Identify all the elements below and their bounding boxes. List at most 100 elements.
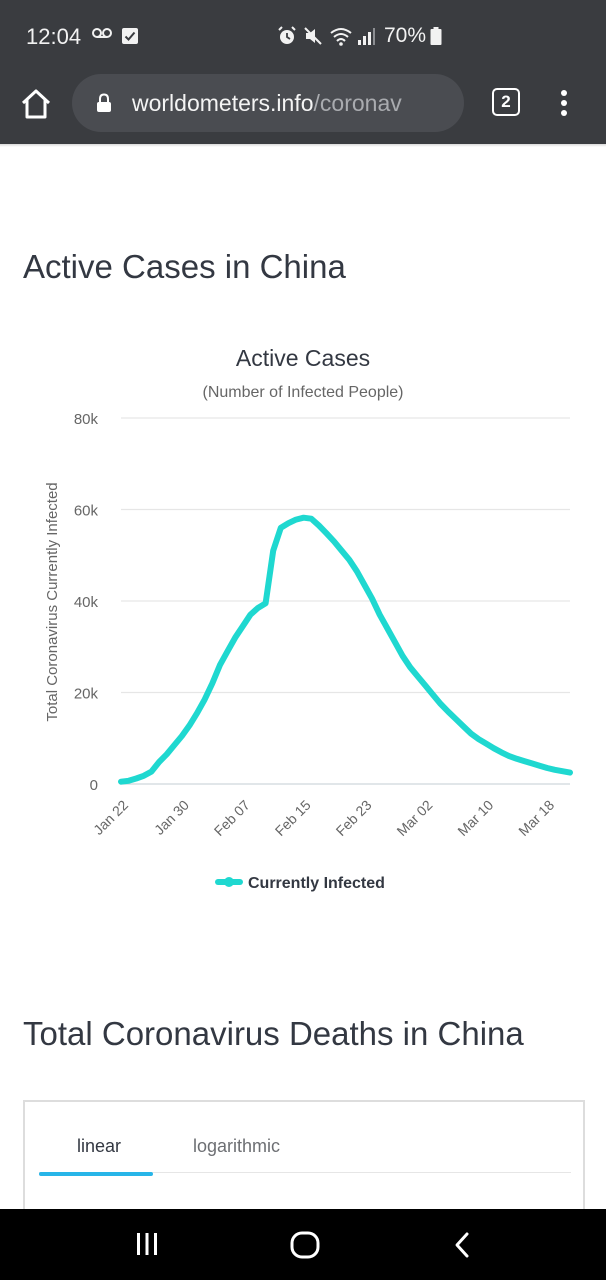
y-tick-label: 80k (74, 411, 99, 428)
y-tick-label: 40k (74, 594, 99, 611)
overflow-menu-icon[interactable] (556, 88, 572, 118)
data-point[interactable] (569, 772, 571, 774)
data-point[interactable] (394, 641, 396, 643)
browser-toolbar: worldometers.info/coronav 2 (0, 72, 606, 144)
data-point[interactable] (150, 771, 152, 773)
back-icon[interactable] (452, 1231, 472, 1259)
data-point[interactable] (341, 550, 343, 552)
data-point[interactable] (417, 676, 419, 677)
data-point[interactable] (546, 767, 548, 769)
data-point[interactable] (280, 527, 282, 529)
data-point[interactable] (181, 735, 183, 737)
tab-switcher-button[interactable]: 2 (492, 88, 520, 116)
data-point[interactable] (501, 751, 502, 753)
data-point[interactable] (219, 664, 221, 666)
data-point[interactable] (402, 655, 404, 657)
data-point[interactable] (120, 781, 122, 783)
data-point[interactable] (189, 724, 190, 726)
data-point[interactable] (249, 614, 251, 616)
legend-label-currently-infected[interactable]: Currently Infected (248, 875, 385, 892)
data-point[interactable] (455, 718, 457, 720)
chart-y-axis-label: Total Coronavirus Currently Infected (44, 482, 61, 721)
data-point[interactable] (364, 584, 365, 586)
home-nav-icon[interactable] (290, 1231, 320, 1259)
data-point[interactable] (173, 744, 175, 746)
recent-apps-icon[interactable] (134, 1231, 160, 1257)
status-time: 12:04 (26, 24, 82, 49)
y-tick-label: 60k (74, 503, 99, 520)
data-point[interactable] (211, 682, 213, 684)
data-point[interactable] (318, 525, 320, 526)
data-point[interactable] (485, 743, 487, 745)
data-point[interactable] (371, 598, 373, 600)
section-heading-total-deaths: Total Coronavirus Deaths in China (23, 1015, 524, 1052)
data-point[interactable] (478, 738, 480, 740)
x-tick-label: Feb 07 (211, 797, 253, 839)
mute-icon (304, 27, 322, 45)
data-point[interactable] (470, 733, 472, 735)
data-point[interactable] (326, 532, 327, 534)
home-icon[interactable] (18, 86, 54, 122)
legend-marker-currently-infected (224, 877, 234, 887)
address-bar[interactable]: worldometers.info/coronav (72, 74, 464, 132)
data-point[interactable] (128, 780, 130, 782)
x-tick-label: Jan 22 (90, 797, 131, 838)
x-tick-label: Mar 02 (393, 797, 435, 839)
data-point[interactable] (531, 762, 533, 764)
data-point[interactable] (303, 517, 305, 519)
chart-subtitle: (Number of Infected People) (203, 384, 404, 401)
deaths-chart-card: linear logarithmic (23, 1100, 585, 1230)
data-point[interactable] (257, 607, 259, 609)
alarm-icon (278, 26, 296, 44)
data-point[interactable] (561, 770, 563, 772)
data-point[interactable] (424, 685, 426, 687)
data-point[interactable] (554, 769, 556, 771)
data-point[interactable] (234, 637, 236, 639)
data-point[interactable] (242, 625, 244, 627)
tab-logarithmic[interactable]: logarithmic (193, 1136, 281, 1156)
y-tick-label: 20k (74, 686, 99, 703)
check-box-icon (122, 28, 138, 44)
data-point[interactable] (265, 602, 267, 604)
y-tick-label: 0 (90, 777, 98, 794)
data-point[interactable] (135, 778, 137, 779)
data-point[interactable] (166, 753, 168, 755)
data-point[interactable] (356, 570, 358, 572)
lock-icon (97, 93, 111, 112)
data-point[interactable] (295, 519, 297, 521)
data-point[interactable] (310, 518, 312, 520)
data-point[interactable] (204, 698, 206, 700)
toolbar-shadow (0, 144, 606, 147)
data-point[interactable] (333, 541, 335, 542)
data-point[interactable] (432, 694, 434, 696)
data-point[interactable] (463, 725, 464, 727)
x-tick-label: Mar 18 (515, 797, 557, 839)
data-point[interactable] (440, 703, 442, 705)
data-point[interactable] (196, 712, 198, 714)
data-point[interactable] (386, 628, 388, 629)
data-point[interactable] (409, 666, 411, 668)
data-point[interactable] (447, 711, 449, 713)
series-line-currently-infected[interactable] (118, 514, 573, 785)
x-tick-label: Feb 23 (333, 797, 375, 839)
data-point[interactable] (287, 522, 289, 524)
data-point[interactable] (272, 550, 274, 552)
data-point[interactable] (143, 775, 145, 777)
url-text: worldometers.info/coronav (132, 90, 402, 117)
data-point[interactable] (379, 614, 381, 616)
battery-icon (430, 27, 442, 45)
signal-icon (358, 28, 375, 45)
tab-linear[interactable]: linear (77, 1136, 122, 1156)
voicemail-icon (92, 28, 112, 38)
data-point[interactable] (493, 747, 495, 749)
data-point[interactable] (158, 761, 160, 763)
wifi-icon (330, 28, 352, 46)
x-tick-label: Feb 15 (272, 797, 314, 839)
data-point[interactable] (523, 760, 525, 762)
data-point[interactable] (539, 765, 541, 767)
data-point[interactable] (227, 650, 228, 652)
data-point[interactable] (508, 755, 510, 757)
data-point[interactable] (348, 559, 350, 561)
x-tick-label: Mar 10 (454, 797, 496, 839)
data-point[interactable] (516, 758, 518, 760)
